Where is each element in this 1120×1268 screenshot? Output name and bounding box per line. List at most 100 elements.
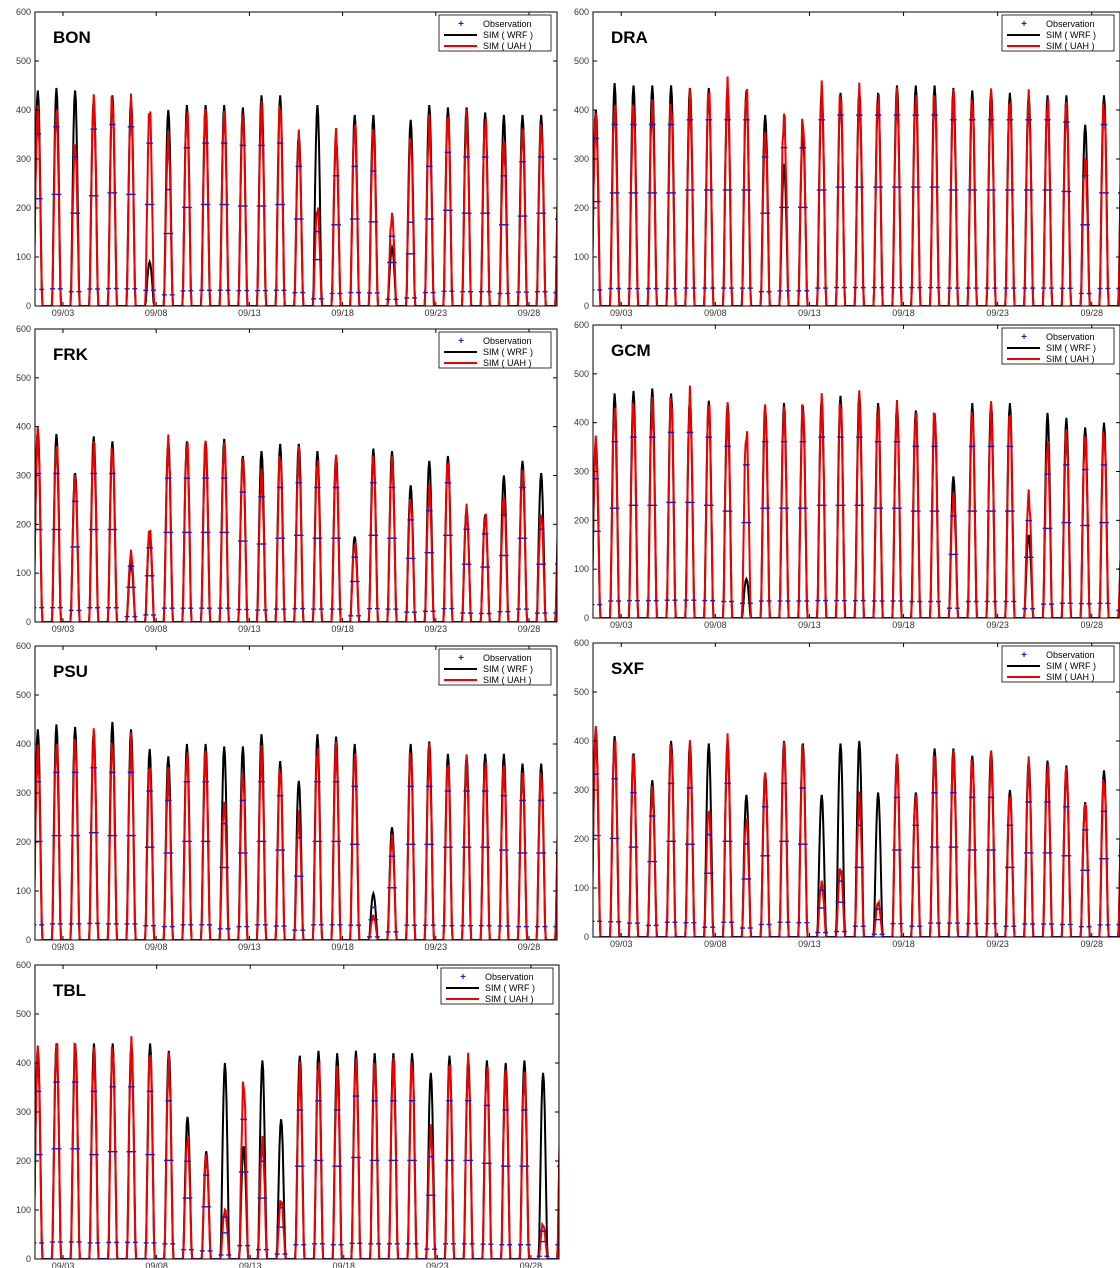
x-tick-label: 09/18 xyxy=(892,939,915,949)
y-tick-label: 600 xyxy=(16,641,31,651)
legend-box xyxy=(440,967,554,1005)
chart-panel-frk: 0 100 200 300 400 500 600 09/03 09/08 09/13 09/18 0… xyxy=(16,324,558,634)
y-tick-label: 500 xyxy=(16,56,31,66)
y-tick-label: 400 xyxy=(16,422,31,432)
y-tick-label: 400 xyxy=(574,736,589,746)
legend-label: SIM ( UAH ) xyxy=(483,358,532,368)
x-tick-label: 09/03 xyxy=(52,1261,75,1268)
x-tick-label: 09/13 xyxy=(798,620,821,630)
uah-series-line xyxy=(35,426,557,622)
x-tick-label: 09/08 xyxy=(704,620,727,630)
chart-panel-gcm: 0 100 200 300 400 500 600 09/03 09/08 09/13 09/18 0… xyxy=(574,320,1120,630)
chart-panel-sxf: 0 100 200 300 400 500 600 09/03 09/08 09/13 09/18 0… xyxy=(574,638,1120,949)
y-tick-label: 100 xyxy=(16,252,31,262)
x-tick-label: 09/23 xyxy=(986,620,1009,630)
legend-label: SIM ( WRF ) xyxy=(483,30,533,40)
y-tick-label: 200 xyxy=(574,515,589,525)
x-tick-label: 09/13 xyxy=(238,624,261,634)
y-tick-label: 300 xyxy=(16,1107,31,1117)
y-tick-label: 500 xyxy=(574,687,589,697)
y-tick-label: 400 xyxy=(574,105,589,115)
y-tick-label: 500 xyxy=(574,56,589,66)
x-tick-label: 09/13 xyxy=(798,939,821,949)
x-tick-label: 09/23 xyxy=(425,942,448,952)
y-tick-label: 400 xyxy=(574,418,589,428)
y-tick-label: 200 xyxy=(574,834,589,844)
x-tick-label: 09/23 xyxy=(986,308,1009,318)
x-tick-label: 09/28 xyxy=(1081,308,1104,318)
y-tick-label: 300 xyxy=(16,471,31,481)
x-tick-label: 09/28 xyxy=(1081,939,1104,949)
x-tick-label: 09/08 xyxy=(145,1261,168,1268)
y-tick-label: 500 xyxy=(16,690,31,700)
station-title: SXF xyxy=(611,659,644,678)
y-tick-label: 600 xyxy=(574,7,589,17)
x-tick-label: 09/03 xyxy=(610,308,633,318)
x-tick-label: 09/28 xyxy=(1081,620,1104,630)
x-tick-label: 09/23 xyxy=(425,308,448,318)
x-tick-label: 09/13 xyxy=(238,942,261,952)
y-tick-label: 600 xyxy=(16,7,31,17)
y-tick-label: 200 xyxy=(16,1156,31,1166)
x-tick-label: 09/28 xyxy=(518,624,541,634)
x-tick-label: 09/13 xyxy=(798,308,821,318)
y-tick-label: 600 xyxy=(574,320,589,330)
chart-panel-bon: 0 100 200 300 400 500 600 09/03 09/08 09/13 09/18 0… xyxy=(16,7,558,318)
legend-label: Observation xyxy=(1046,332,1095,342)
x-tick-label: 09/08 xyxy=(145,942,168,952)
chart-panel-dra: 0 100 200 300 400 500 600 09/03 09/08 09/13 09/18 0… xyxy=(574,7,1120,318)
y-tick-label: 0 xyxy=(26,617,31,627)
x-tick-label: 09/18 xyxy=(331,308,354,318)
y-tick-label: 0 xyxy=(584,932,589,942)
y-tick-label: 500 xyxy=(16,1009,31,1019)
y-tick-label: 300 xyxy=(16,788,31,798)
legend-observation-marker: + xyxy=(458,653,464,664)
y-tick-label: 100 xyxy=(574,883,589,893)
y-tick-label: 300 xyxy=(574,467,589,477)
station-title: DRA xyxy=(611,28,648,47)
legend-label: Observation xyxy=(1046,650,1095,660)
station-title: GCM xyxy=(611,341,651,360)
station-title: FRK xyxy=(53,345,89,364)
uah-series-line xyxy=(35,1036,559,1259)
y-tick-label: 100 xyxy=(16,1205,31,1215)
x-tick-label: 09/18 xyxy=(331,624,354,634)
x-tick-label: 09/28 xyxy=(518,308,541,318)
y-tick-label: 0 xyxy=(26,935,31,945)
station-title: BON xyxy=(53,28,91,47)
x-tick-label: 09/28 xyxy=(518,942,541,952)
y-tick-label: 300 xyxy=(574,154,589,164)
legend-observation-marker: + xyxy=(1021,332,1027,343)
legend-label: SIM ( WRF ) xyxy=(1046,343,1096,353)
y-tick-label: 300 xyxy=(16,154,31,164)
x-tick-label: 09/03 xyxy=(610,620,633,630)
x-tick-label: 09/23 xyxy=(425,624,448,634)
chart-panel-psu: 0 100 200 300 400 500 600 09/03 09/08 09/13 09/18 0… xyxy=(16,641,558,952)
y-tick-label: 100 xyxy=(16,568,31,578)
y-tick-label: 200 xyxy=(16,837,31,847)
x-tick-label: 09/08 xyxy=(704,939,727,949)
y-tick-label: 0 xyxy=(26,1254,31,1264)
wrf-series-line xyxy=(35,87,557,306)
legend-label: SIM ( WRF ) xyxy=(483,347,533,357)
y-tick-label: 600 xyxy=(16,960,31,970)
legend-label: Observation xyxy=(1046,19,1095,29)
x-tick-label: 09/08 xyxy=(704,308,727,318)
y-tick-label: 0 xyxy=(584,301,589,311)
legend-label: SIM ( WRF ) xyxy=(483,664,533,674)
x-tick-label: 09/23 xyxy=(986,939,1009,949)
y-tick-label: 100 xyxy=(574,564,589,574)
legend-label: Observation xyxy=(485,972,534,982)
y-tick-label: 400 xyxy=(16,739,31,749)
x-tick-label: 09/13 xyxy=(239,1261,262,1268)
x-tick-label: 09/08 xyxy=(145,308,168,318)
legend-label: SIM ( UAH ) xyxy=(1046,41,1095,51)
